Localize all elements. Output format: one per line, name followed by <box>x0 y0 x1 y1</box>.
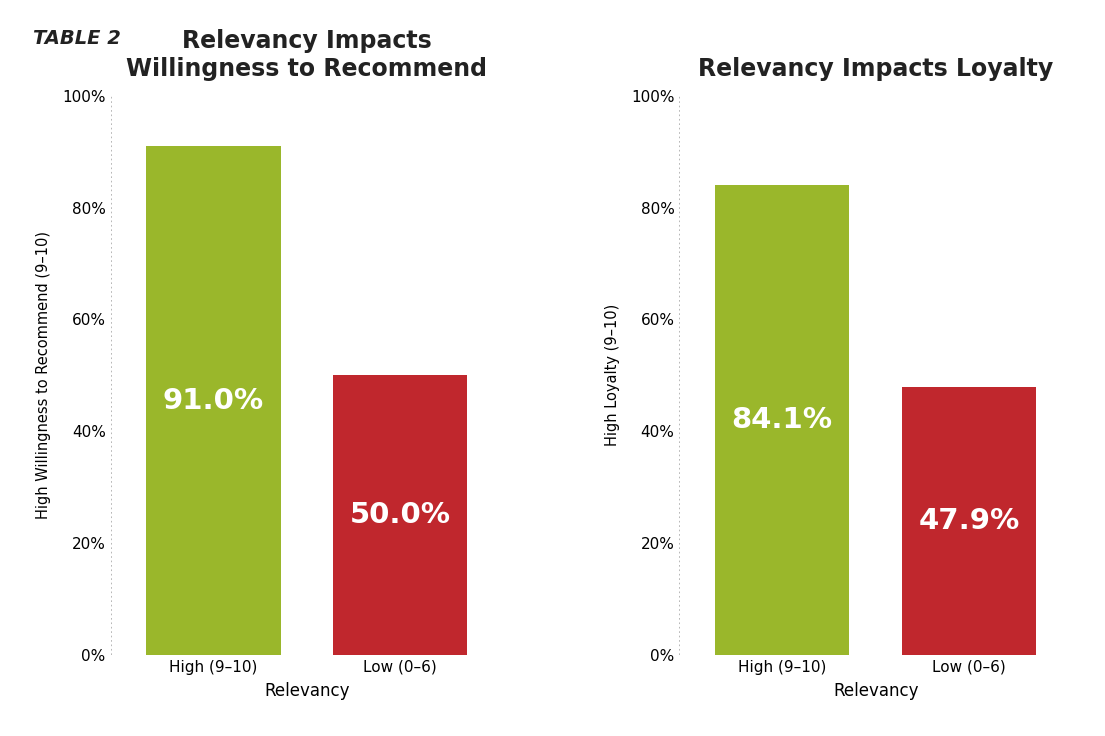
Text: 84.1%: 84.1% <box>732 406 833 434</box>
Text: 91.0%: 91.0% <box>162 386 264 414</box>
Text: TABLE 2: TABLE 2 <box>33 29 122 49</box>
X-axis label: Relevancy: Relevancy <box>264 682 349 700</box>
Title: Relevancy Impacts
Willingness to Recommend: Relevancy Impacts Willingness to Recomme… <box>126 29 487 81</box>
Text: 47.9%: 47.9% <box>918 507 1020 535</box>
Text: 50.0%: 50.0% <box>349 501 451 529</box>
X-axis label: Relevancy: Relevancy <box>833 682 918 700</box>
Bar <box>902 387 1036 655</box>
Bar <box>333 375 467 655</box>
Title: Relevancy Impacts Loyalty: Relevancy Impacts Loyalty <box>698 57 1053 81</box>
Bar <box>715 185 850 655</box>
Y-axis label: High Loyalty (9–10): High Loyalty (9–10) <box>606 304 620 447</box>
Bar <box>146 146 281 655</box>
Y-axis label: High Willingness to Recommend (9–10): High Willingness to Recommend (9–10) <box>36 231 51 520</box>
